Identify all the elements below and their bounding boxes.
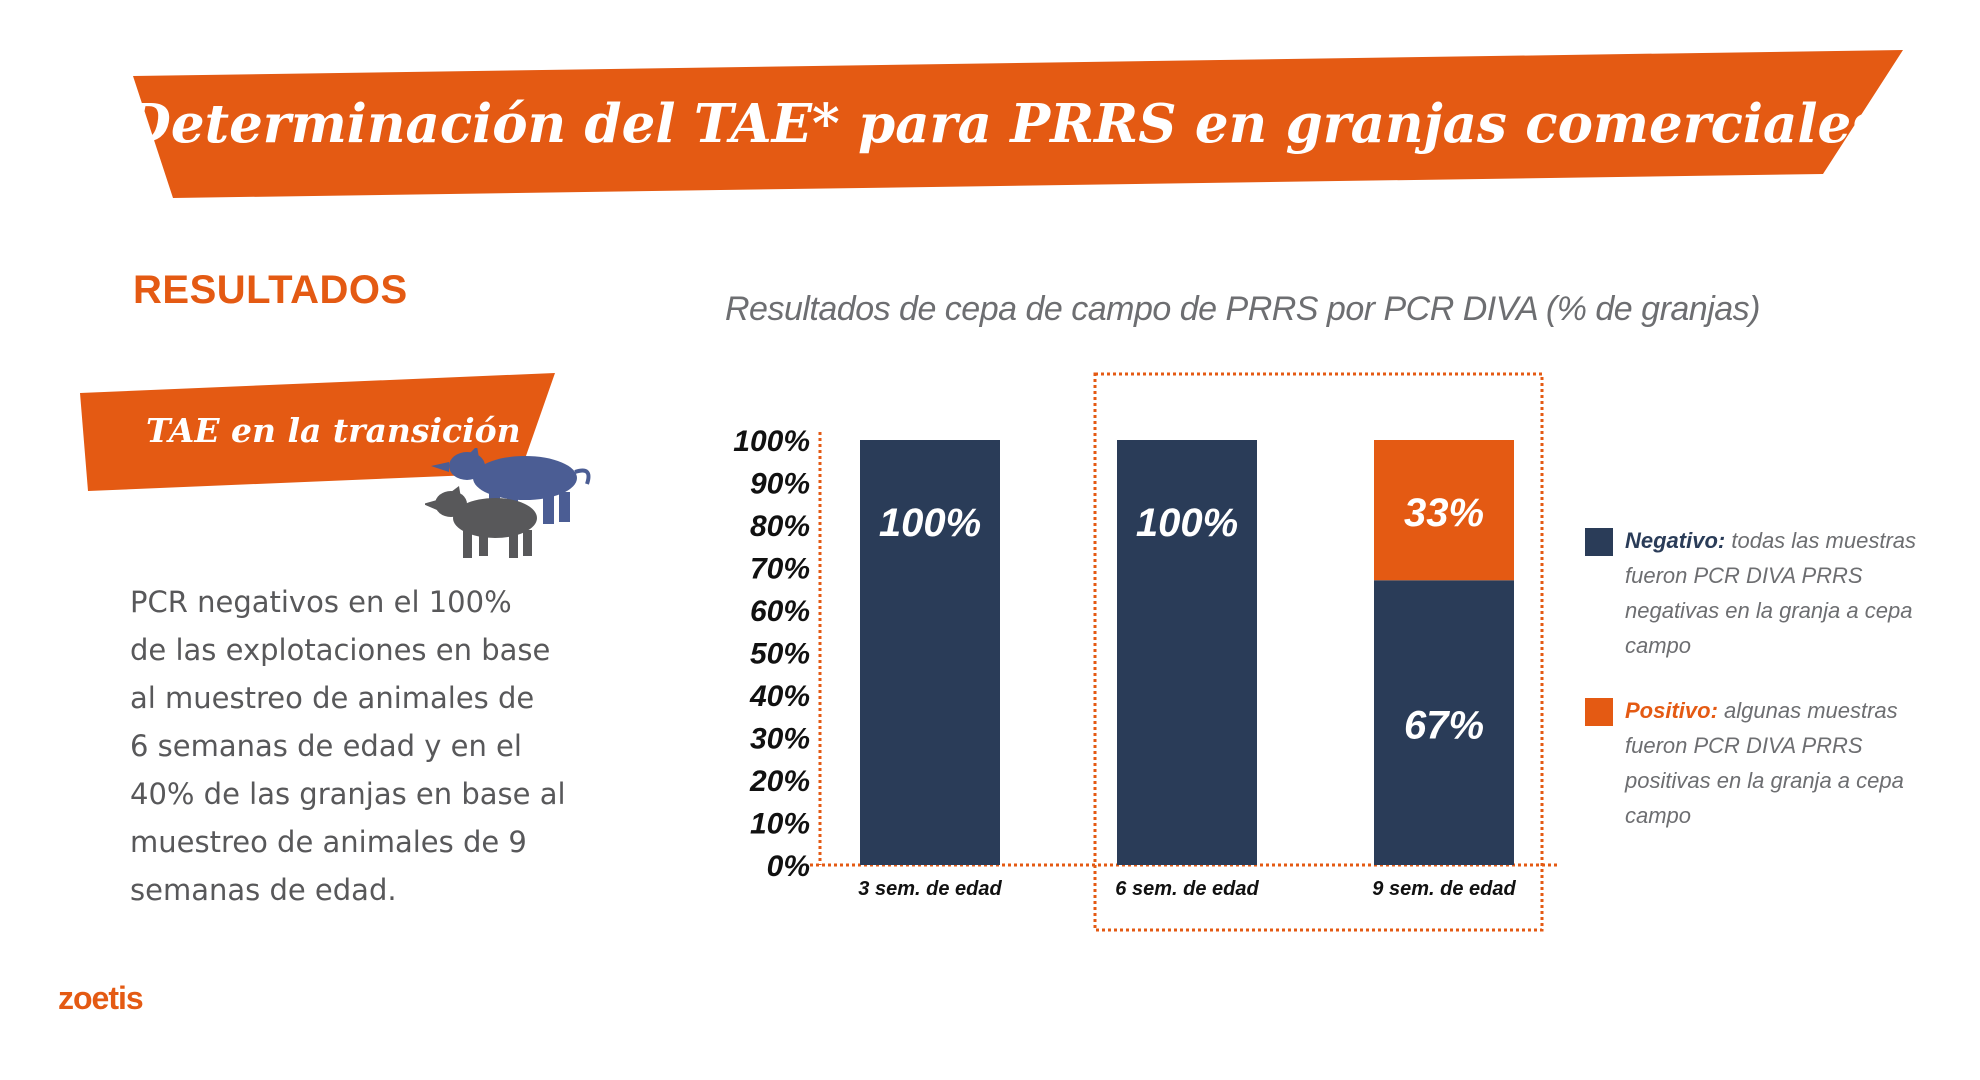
page-title: Determinación del TAE* para PRRS en gran… [124,93,1882,155]
bar-negativo [1374,580,1514,865]
x-tick-label: 3 sem. de edad [858,878,1002,900]
legend-desc-positive: algunas muestras fueron PCR DIVA PRRS po… [1625,698,1904,828]
bar-positivo [1374,440,1514,581]
data-label: 33% [1404,491,1484,535]
summary-line: 40% de las granjas en base al [130,777,566,811]
section-tag-label: TAE en la transición [146,411,521,450]
pig-icon [423,446,595,563]
y-tick-label: 80% [750,510,810,543]
chart-title: Resultados de cepa de campo de PRRS por … [725,290,1761,328]
data-label: 100% [879,501,981,545]
section-tag-shape [80,373,555,491]
title-banner-shape [133,50,1903,198]
data-label: 67% [1404,704,1484,748]
legend-swatch-positive [1585,698,1613,726]
summary-line: 6 semanas de edad y en el [130,729,522,763]
legend-desc-negative: todas las muestras fueron PCR DIVA PRRS … [1625,528,1916,658]
chart-legend: Negativo: todas las muestras fueron PCR … [1585,523,1945,863]
bar-negativo [860,440,1000,865]
legend-key-positive: Positivo: [1625,698,1718,723]
zoetis-logo: zoetis [58,980,144,1016]
x-tick-label: 9 sem. de edad [1372,878,1516,900]
y-tick-label: 70% [750,553,810,586]
pig-back-icon [423,486,537,558]
y-tick-label: 40% [749,680,810,713]
section-heading: RESULTADOS [133,268,408,312]
y-tick-label: 60% [750,595,810,628]
summary-line: PCR negativos en el 100% [130,585,512,619]
summary-text: PCR negativos en el 100% de las explotac… [130,578,600,914]
summary-line: al muestreo de animales de [130,681,535,715]
data-label: 100% [1136,501,1238,545]
y-tick-label: 100% [733,425,810,458]
legend-text-positive: Positivo: algunas muestras fueron PCR DI… [1625,693,1945,833]
y-tick-label: 0% [767,850,810,883]
y-tick-label: 90% [750,468,810,501]
x-tick-label: 6 sem. de edad [1115,878,1259,900]
legend-text-negative: Negativo: todas las muestras fueron PCR … [1625,523,1945,663]
legend-swatch-negative [1585,528,1613,556]
bar-chart: 0% 10% 20% 30% 40% 50% 60% 70% 80% 90% 100% 100% 3 s… [733,372,1560,932]
summary-line: muestreo de animales de 9 [130,825,527,859]
y-tick-label: 20% [749,765,810,798]
legend-item-negative: Negativo: todas las muestras fueron PCR … [1585,523,1945,663]
y-tick-label: 50% [750,638,810,671]
highlight-frame [1093,372,1544,932]
title-banner: Determinación del TAE* para PRRS en gran… [124,50,1903,198]
bar-negativo [1117,440,1257,865]
y-tick-label: 10% [750,808,810,841]
y-tick-label: 30% [750,723,810,756]
summary-line: de las explotaciones en base [130,633,551,667]
legend-key-negative: Negativo: [1625,528,1726,553]
section-tag: TAE en la transición [80,373,555,491]
summary-line: semanas de edad. [130,873,397,907]
legend-item-positive: Positivo: algunas muestras fueron PCR DI… [1585,693,1945,833]
